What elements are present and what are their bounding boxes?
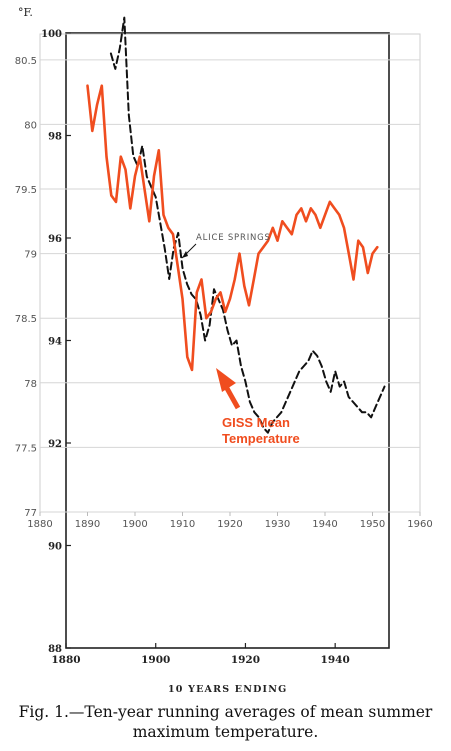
outer-y-tick-label-0: 88: [48, 644, 62, 655]
overlay-y-tick-label-1: 77.5: [15, 443, 37, 454]
outer-x-tick-label-0: 1880: [51, 654, 80, 666]
overlay-y-tick-label-4: 79: [24, 250, 37, 261]
x-axis-title: 10 YEARS ENDING: [168, 684, 287, 695]
chart-canvas: 77 77.5 78 78.5 79 79.5 80 80.5 1880 1890 1900 1910…: [15, 6, 433, 695]
outer-y-tick-label-4: 96: [48, 234, 62, 245]
alice-springs-series-line: [109, 16, 386, 434]
overlay-x-tick-label-0: 1880: [27, 519, 52, 530]
overlay-y-tick-label-0: 77: [24, 508, 37, 519]
outer-axis-labels: 88 90 92 94 96 98 100 1880 1900 1920 1940: [41, 29, 350, 666]
figure-caption: Fig. 1.—Ten-year running averages of mea…: [0, 702, 451, 742]
outer-y-tick-label-5: 98: [48, 132, 62, 143]
overlay-y-tick-label-3: 78.5: [15, 314, 37, 325]
outer-y-tick-label-6: 100: [41, 29, 62, 40]
outer-y-tick-label-1: 90: [48, 542, 62, 553]
caption-line-2: maximum temperature.: [132, 723, 319, 741]
outer-x-tick-label-1: 1900: [141, 654, 170, 666]
alice-springs-label: ALICE SPRINGS: [196, 233, 271, 243]
overlay-x-tick-label-1: 1890: [75, 519, 100, 530]
overlay-x-tick-label-4: 1920: [217, 519, 242, 530]
overlay-x-tick-label-3: 1910: [170, 519, 195, 530]
overlay-x-tick-label-7: 1950: [360, 519, 385, 530]
caption-line-1: Fig. 1.—Ten-year running averages of mea…: [18, 703, 433, 721]
outer-x-tick-label-2: 1920: [231, 654, 260, 666]
overlay-x-tick-label-8: 1960: [407, 519, 432, 530]
overlay-x-tick-label-2: 1900: [122, 519, 147, 530]
giss-label-line1: GISS Mean: [222, 415, 290, 430]
outer-x-tick-label-3: 1940: [321, 654, 350, 666]
overlay-y-tick-label-5: 79.5: [15, 185, 37, 196]
overlay-y-tick-label-2: 78: [24, 379, 37, 390]
alice-springs-pointer-head: [182, 251, 188, 258]
overlay-y-tick-label-6: 80: [24, 120, 37, 131]
giss-mean-temperature-series-line: [86, 84, 379, 372]
overlay-axis-labels: 77 77.5 78 78.5 79 79.5 80 80.5 1880 1890 1900 1910…: [15, 56, 433, 530]
overlay-y-tick-label-7: 80.5: [15, 56, 37, 67]
plot-frame: [65, 32, 390, 649]
outer-y-tick-label-2: 92: [48, 439, 62, 450]
giss-arrow-head: [216, 368, 236, 392]
unit-label: °F.: [18, 6, 33, 19]
series-layer: [86, 16, 386, 434]
overlay-x-tick-label-5: 1930: [265, 519, 290, 530]
overlay-x-tick-label-6: 1940: [312, 519, 337, 530]
giss-label-line2: Temperature: [222, 431, 300, 446]
outer-y-tick-label-3: 94: [48, 337, 62, 348]
